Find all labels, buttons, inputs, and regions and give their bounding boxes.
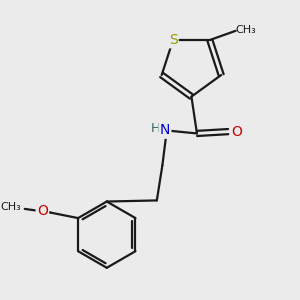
Text: S: S: [169, 33, 177, 47]
Text: CH₃: CH₃: [0, 202, 21, 212]
Text: O: O: [37, 204, 48, 218]
Text: H: H: [151, 122, 160, 135]
Text: O: O: [231, 124, 242, 139]
Text: CH₃: CH₃: [236, 25, 256, 35]
Text: N: N: [160, 124, 170, 137]
